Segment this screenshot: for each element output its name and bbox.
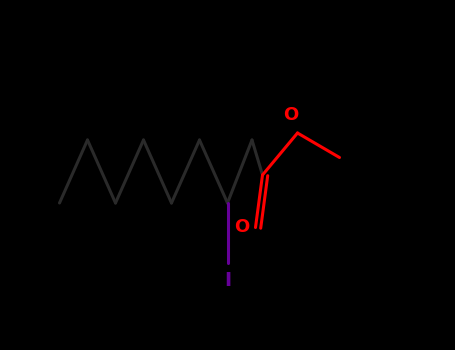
Text: O: O: [234, 218, 249, 237]
Text: O: O: [283, 106, 298, 125]
Text: I: I: [224, 271, 231, 289]
